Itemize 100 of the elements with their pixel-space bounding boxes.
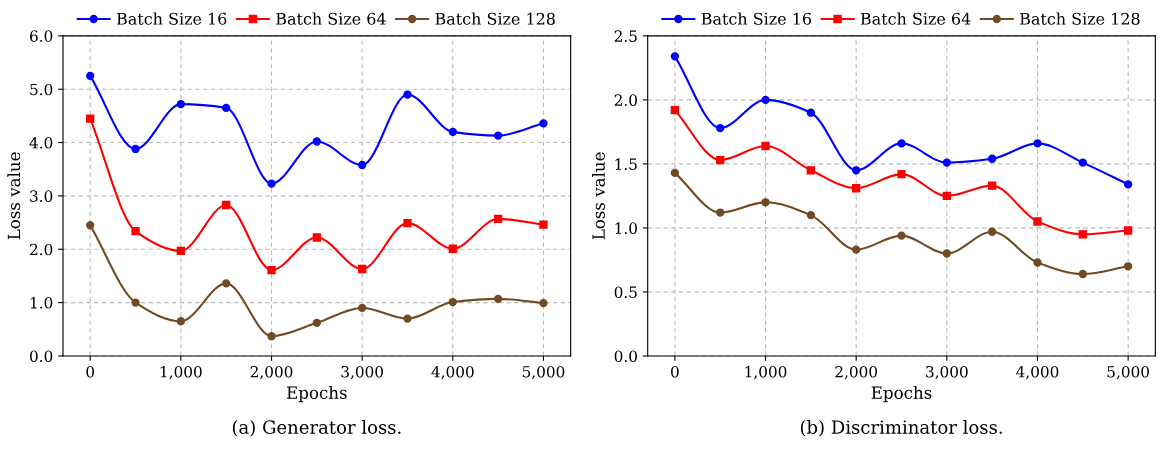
point: [86, 114, 95, 123]
point: [806, 210, 816, 220]
point: [539, 298, 548, 308]
point: [448, 297, 457, 307]
y-tick-label: 4.0: [29, 137, 53, 149]
point: [897, 139, 906, 148]
point: [267, 332, 276, 341]
point: [357, 160, 367, 170]
point: [1078, 230, 1087, 239]
x-tick-label: 5,000: [522, 365, 565, 380]
x-tick-label: 0: [86, 365, 95, 378]
point: [1078, 269, 1087, 279]
y-axis-title: Loss value: [591, 152, 605, 240]
y-tick-label: 0.5: [614, 286, 637, 298]
x-tick-label: 2,000: [835, 365, 878, 380]
point: [222, 279, 231, 288]
y-tick-label: 1.0: [30, 297, 53, 309]
point: [86, 221, 95, 230]
legend-label: Batch Size 128: [1020, 12, 1140, 25]
point: [897, 169, 906, 179]
point: [942, 191, 952, 201]
point: [131, 226, 140, 236]
point: [852, 166, 861, 175]
point: [539, 220, 548, 229]
y-tick-label: 1.0: [615, 222, 637, 234]
point: [987, 181, 997, 190]
point: [670, 52, 680, 61]
point: [312, 233, 322, 242]
x-tick-label: 4,000: [1016, 365, 1059, 380]
x-tick-label: 5,000: [1107, 365, 1149, 380]
point: [1078, 158, 1087, 167]
point: [448, 244, 457, 253]
point: [942, 249, 952, 258]
point: [493, 294, 503, 304]
x-axis-title: Epochs: [287, 386, 347, 403]
point: [806, 108, 816, 117]
point: [852, 184, 861, 193]
x-axis-title: Epochs: [871, 386, 932, 403]
legend-label: Batch Size 16: [116, 12, 227, 25]
x-tick-label: 1,000: [745, 365, 787, 380]
point: [716, 123, 725, 133]
point: [493, 131, 503, 140]
point: [131, 144, 140, 154]
point: [761, 198, 770, 207]
point: [1033, 217, 1042, 226]
point: [1123, 226, 1133, 235]
point: [852, 245, 861, 254]
point: [267, 265, 276, 275]
point: [670, 168, 680, 178]
point: [716, 208, 725, 217]
point: [761, 141, 770, 151]
point: [403, 218, 412, 228]
point: [403, 90, 412, 99]
point: [493, 214, 503, 224]
point: [222, 103, 231, 113]
point: [1123, 180, 1133, 189]
y-tick-label: 2.0: [614, 94, 637, 106]
x-tick-label: 3,000: [926, 365, 968, 380]
point: [897, 231, 906, 240]
y-tick-label: 3.0: [30, 190, 53, 202]
legend-label: Batch Size 64: [276, 12, 386, 25]
y-tick-label: 5.0: [30, 83, 53, 96]
point: [176, 99, 186, 109]
point: [131, 298, 140, 307]
x-tick-label: 0: [671, 365, 679, 378]
point: [987, 154, 997, 163]
point: [761, 95, 770, 105]
point: [942, 158, 952, 167]
y-tick-label: 0.0: [614, 350, 637, 362]
point: [448, 127, 457, 137]
x-tick-label: 3,000: [341, 365, 384, 380]
y-tick-label: 0.0: [30, 350, 53, 362]
legend-label: Batch Size 128: [435, 12, 555, 25]
point: [267, 179, 276, 188]
point: [176, 317, 186, 326]
point: [670, 105, 680, 115]
point: [1033, 258, 1042, 267]
point: [716, 155, 725, 165]
point: [1123, 262, 1133, 271]
y-tick-label: 2.0: [30, 243, 53, 256]
point: [176, 246, 186, 256]
text: (a) Generator loss.: [232, 419, 401, 437]
point: [806, 166, 816, 175]
point: [357, 264, 367, 274]
y-tick-label: 6.0: [30, 30, 53, 42]
x-tick-label: 4,000: [431, 365, 474, 380]
point: [312, 137, 322, 146]
legend-label: Batch Size 64: [860, 12, 971, 25]
point: [357, 303, 367, 313]
point: [222, 200, 231, 210]
text: (b) Discriminator loss.: [800, 419, 1002, 437]
point: [987, 227, 997, 236]
point: [312, 318, 322, 328]
y-tick-label: 2.5: [614, 30, 637, 42]
x-tick-label: 1,000: [160, 365, 202, 380]
point: [403, 314, 412, 323]
point: [1033, 139, 1042, 148]
x-tick-label: 2,000: [250, 365, 293, 380]
y-axis-title: Loss value: [7, 152, 21, 240]
y-tick-label: 1.5: [615, 158, 637, 170]
